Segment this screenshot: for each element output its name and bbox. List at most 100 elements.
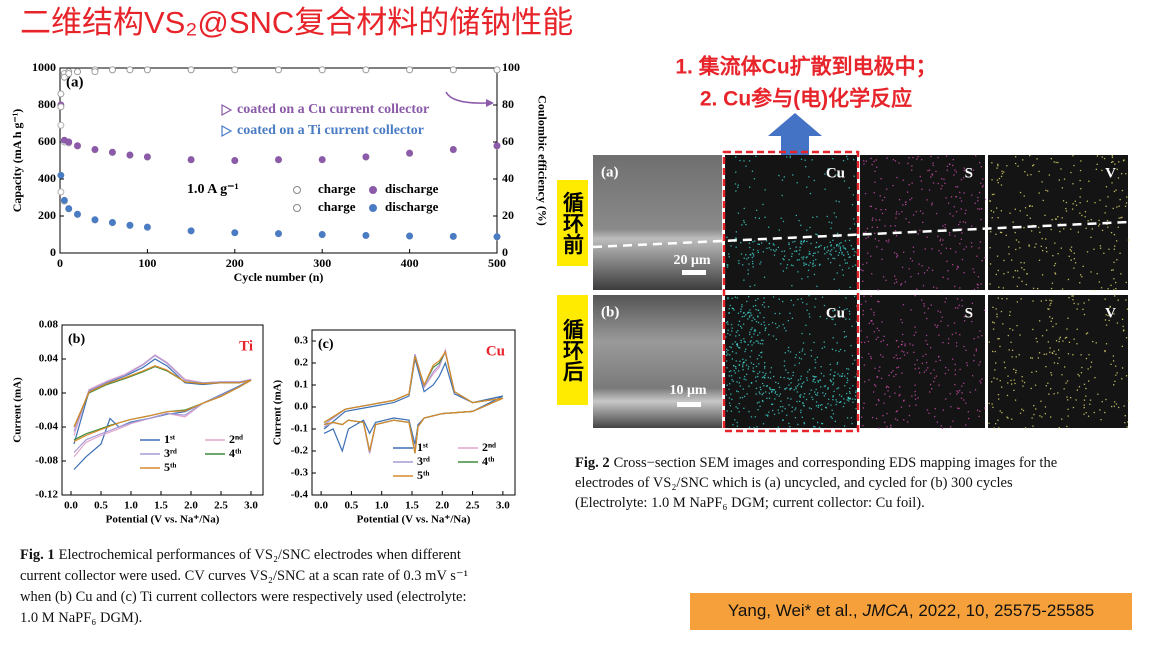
eds-dot <box>1044 406 1047 408</box>
eds-dot <box>1076 343 1078 345</box>
eds-dot <box>984 309 986 311</box>
eds-dot <box>1127 421 1129 423</box>
eds-dot <box>956 268 958 270</box>
eds-dot <box>737 184 739 186</box>
eds-dot <box>753 342 755 344</box>
eds-dot <box>903 354 906 356</box>
eds-dot <box>795 250 798 252</box>
eds-dot <box>741 304 743 306</box>
eds-dot <box>828 221 830 223</box>
eds-dot <box>879 195 881 197</box>
eds-dot <box>799 246 801 248</box>
eds-dot <box>923 371 925 373</box>
eds-dot <box>750 314 753 316</box>
y-tick-label: 0.04 <box>39 353 59 365</box>
eds-dot <box>1058 349 1060 351</box>
eds-dot <box>1035 337 1037 340</box>
eds-dot <box>879 219 881 221</box>
eds-dot <box>997 269 999 272</box>
eds-dot <box>1038 226 1040 229</box>
eds-dot <box>861 341 863 343</box>
eds-dot <box>729 346 731 348</box>
eds-dot <box>728 312 730 314</box>
eds-dot <box>1041 181 1043 183</box>
eds-dot <box>1041 335 1044 337</box>
eds-dot <box>752 263 754 265</box>
scale-bar-label: 20 μm <box>673 253 710 268</box>
eds-dot <box>917 233 919 235</box>
eds-dot <box>789 312 791 314</box>
eds-dot <box>960 238 962 240</box>
eds-dot <box>897 346 900 348</box>
eds-dot <box>1108 248 1110 250</box>
eds-dot <box>1004 367 1006 369</box>
eds-dot <box>787 346 790 349</box>
eds-dot <box>1076 389 1078 391</box>
eds-dot <box>977 196 979 199</box>
y-tick-label: 0.08 <box>39 319 59 331</box>
eds-dot <box>1009 328 1011 330</box>
eds-dot <box>1099 247 1102 249</box>
eds-dot <box>757 316 759 318</box>
eds-dot <box>846 377 848 379</box>
eds-dot <box>1110 232 1113 234</box>
eds-dot <box>761 343 764 345</box>
eds-dot <box>756 402 759 404</box>
eds-dot <box>1118 161 1120 163</box>
eds-dot <box>1038 170 1040 173</box>
eds-dot <box>963 382 965 384</box>
eds-dot <box>885 279 887 281</box>
cv-curve <box>73 354 252 458</box>
caption-text: Electrochemical performances of VS₂/SNC … <box>59 547 461 563</box>
eds-dot <box>817 421 819 424</box>
eds-dot <box>998 398 1000 400</box>
eds-dot <box>991 162 993 164</box>
eds-dot <box>748 311 750 314</box>
caption-line: when (b) Cu and (c) Ti current collector… <box>20 589 467 605</box>
eds-dot <box>884 421 886 423</box>
eds-dot <box>926 269 928 271</box>
eds-dot <box>874 232 876 234</box>
eds-dot <box>832 318 834 320</box>
eds-dot <box>757 309 760 311</box>
eds-dot <box>870 320 872 322</box>
element-label: S <box>965 305 973 321</box>
eds-dot <box>801 278 803 280</box>
eds-dot <box>1055 218 1057 220</box>
eds-dot <box>834 420 836 422</box>
eds-dot <box>945 247 947 249</box>
eds-dot <box>794 364 796 366</box>
eds-dot <box>742 366 744 368</box>
eds-dot <box>763 301 765 304</box>
eds-dot <box>921 362 924 365</box>
eds-dot <box>780 400 782 402</box>
eds-dot <box>799 395 801 397</box>
eds-dot <box>894 225 896 227</box>
caption-text: electrodes of VS₂/SNC which is (a) uncyc… <box>575 475 1013 491</box>
eds-dot <box>734 419 736 421</box>
eds-dot <box>1075 399 1077 401</box>
eds-dot <box>1054 218 1057 220</box>
eds-dot <box>848 318 851 320</box>
eds-dot <box>915 331 917 333</box>
eds-dot <box>740 325 742 327</box>
eds-dot <box>848 398 850 400</box>
eds-dot <box>1032 328 1034 331</box>
eds-dot <box>1032 287 1035 289</box>
eds-dot <box>922 285 925 287</box>
eds-dot <box>820 366 822 368</box>
eds-dot <box>763 377 766 379</box>
eds-dot <box>906 352 909 354</box>
eds-dot <box>810 355 812 357</box>
y-axis-label: Capacity (mA h g⁻¹) <box>10 109 24 213</box>
eds-dot <box>762 423 765 425</box>
eds-dot <box>767 306 770 308</box>
eds-dot <box>979 380 981 382</box>
plot-frame <box>61 324 264 496</box>
eds-dot <box>805 263 808 265</box>
eds-dot <box>961 385 963 387</box>
eds-dot <box>897 366 900 368</box>
eds-dot <box>797 385 799 387</box>
eds-dot <box>871 219 873 221</box>
eds-dot <box>800 375 802 377</box>
